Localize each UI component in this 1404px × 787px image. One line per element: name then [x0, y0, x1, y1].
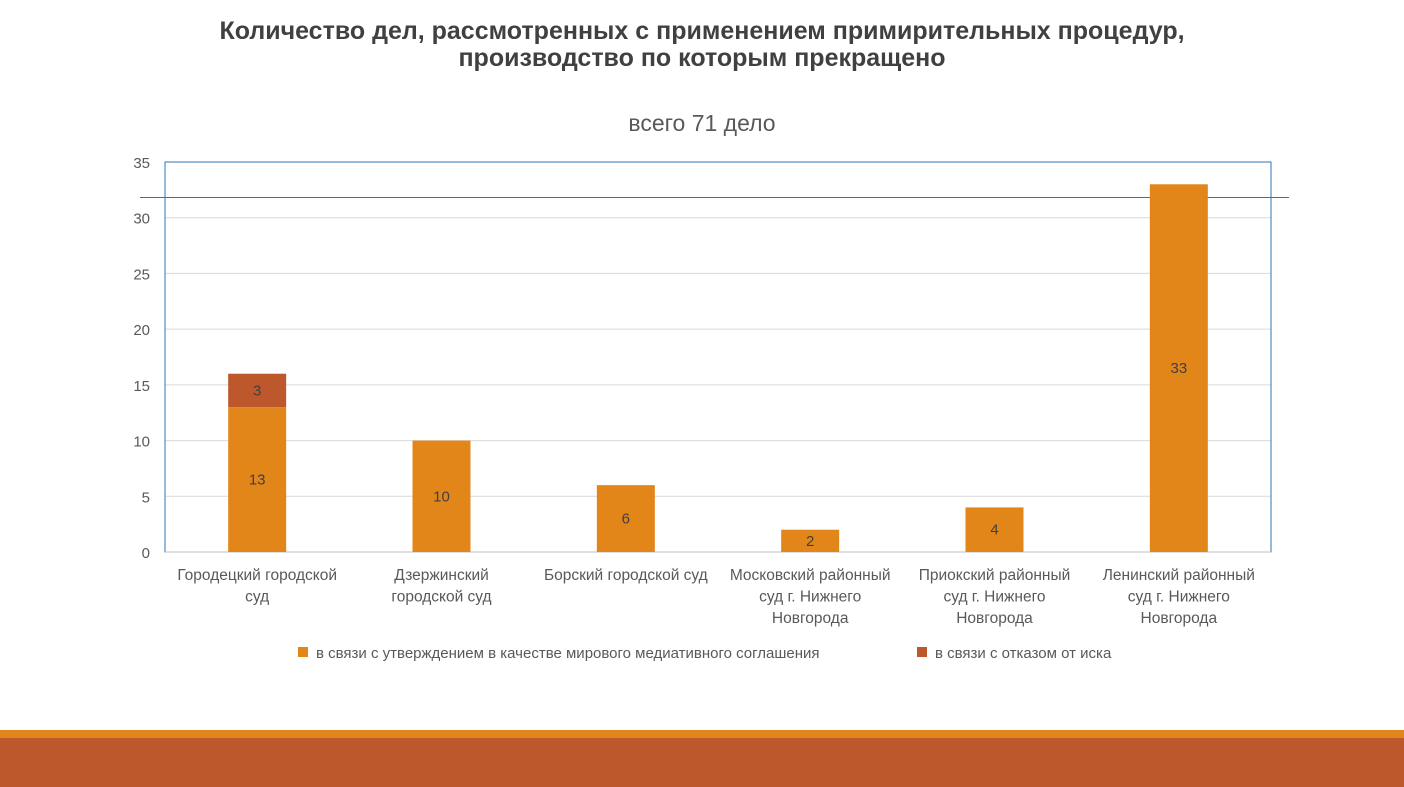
x-category-label: Городецкий городской — [177, 567, 337, 584]
legend-label: в связи с отказом от иска — [935, 645, 1112, 662]
y-tick-label: 10 — [133, 434, 150, 451]
legend-swatch — [298, 647, 308, 657]
y-tick-label: 25 — [133, 266, 150, 283]
x-category-label: Московский районный — [730, 567, 891, 584]
data-label: 2 — [806, 533, 814, 550]
bar-mediation — [781, 529, 840, 552]
x-category-label: Новгорода — [772, 610, 849, 627]
plot-area-frame — [164, 161, 1272, 553]
y-tick-label: 20 — [133, 322, 150, 339]
x-category-label: суд г. Нижнего — [943, 589, 1045, 606]
data-label: 4 — [990, 522, 998, 539]
data-label: 6 — [622, 511, 630, 528]
y-tick-label: 0 — [142, 545, 150, 562]
slide-title: Количество дел, рассмотренных с применен… — [0, 18, 1404, 72]
legend-swatch — [917, 647, 927, 657]
legend-label: в связи с утверждением в качестве мирово… — [316, 645, 820, 662]
x-category-label: Ленинский районный — [1103, 567, 1255, 584]
y-tick-label: 30 — [133, 211, 150, 228]
x-category-label: Борский городской суд — [544, 567, 708, 584]
x-category-label: Новгорода — [956, 610, 1033, 627]
bar-mediation — [596, 485, 655, 552]
data-label: 3 — [253, 382, 261, 399]
data-label: 10 — [433, 488, 450, 505]
data-label: 33 — [1170, 360, 1187, 377]
x-category-label: суд г. Нижнего — [1128, 589, 1230, 606]
x-category-label: Новгорода — [1141, 610, 1218, 627]
bar-mediation — [965, 507, 1024, 552]
slide-title-line-1: Количество дел, рассмотренных с применен… — [219, 17, 1185, 45]
slide-title-line-2: производство по которым прекращено — [458, 44, 946, 72]
y-tick-label: 15 — [133, 378, 150, 395]
bar-mediation — [412, 440, 471, 552]
footer-stripe-thin — [0, 730, 1404, 738]
data-label: 13 — [249, 472, 266, 489]
x-category-label: Дзержинский — [394, 567, 489, 584]
y-tick-label: 35 — [133, 155, 150, 172]
y-tick-label: 5 — [142, 489, 150, 506]
bar-claim-withdrawal — [228, 373, 287, 408]
footer-stripe-thick — [0, 738, 1404, 787]
x-category-label: городской суд — [391, 589, 491, 606]
bar-mediation — [1149, 184, 1208, 553]
x-category-label: Приокский районный — [919, 567, 1071, 584]
chart-title: всего 71 дело — [628, 110, 775, 136]
x-category-label: суд — [245, 589, 269, 606]
x-category-label: суд г. Нижнего — [759, 589, 861, 606]
bar-mediation — [228, 407, 287, 552]
bar-chart: всего 71 дело 0 5 10 15 20 25 30 35 13 3 Городецкий… — [133, 110, 1289, 662]
